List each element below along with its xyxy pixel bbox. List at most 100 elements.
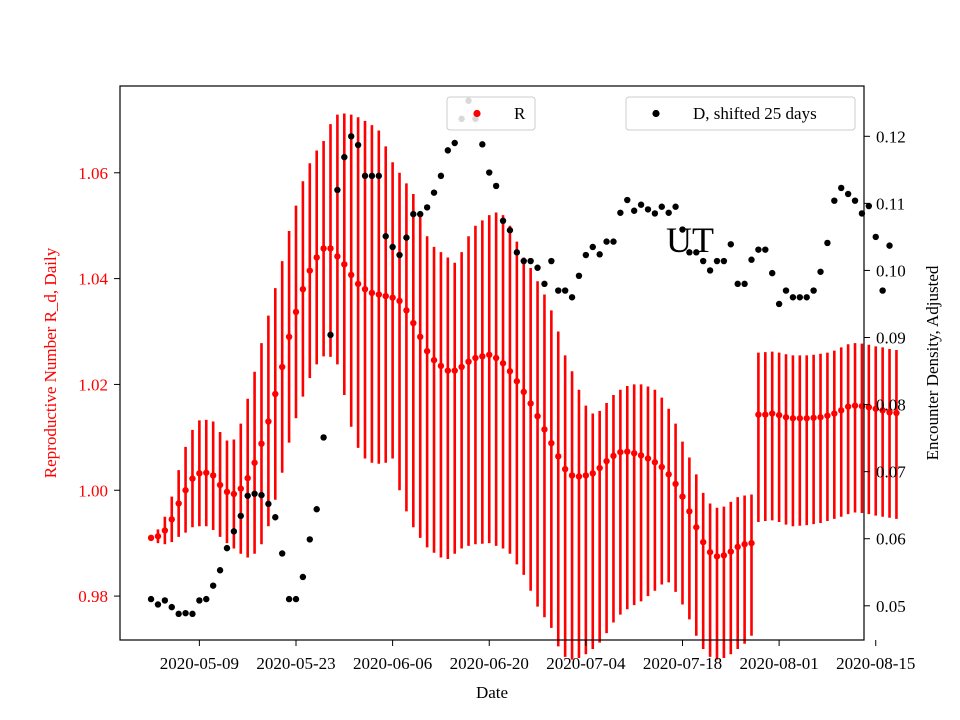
r-point xyxy=(824,412,831,419)
r-point xyxy=(838,407,845,414)
r-point xyxy=(672,480,679,488)
d-point xyxy=(354,141,362,149)
d-point xyxy=(292,595,300,603)
y-right-tick-label: 0.08 xyxy=(876,396,906,415)
d-series xyxy=(147,97,893,618)
d-point xyxy=(624,196,631,204)
r-point xyxy=(699,538,707,546)
r-point xyxy=(444,367,452,374)
r-point xyxy=(706,548,714,556)
r-point xyxy=(713,553,721,560)
d-point xyxy=(610,238,617,245)
x-tick-label: 2020-07-04 xyxy=(546,654,626,673)
r-point xyxy=(403,307,410,314)
d-point xyxy=(389,243,396,251)
legend-r-label: R xyxy=(514,104,526,123)
d-point xyxy=(285,595,293,603)
r-point xyxy=(244,474,251,482)
d-point xyxy=(258,491,265,499)
r-point xyxy=(734,543,741,551)
r-series xyxy=(147,245,900,560)
d-point xyxy=(748,256,755,263)
d-point xyxy=(534,264,541,271)
d-point xyxy=(209,582,217,589)
d-point xyxy=(603,238,610,245)
d-point xyxy=(265,500,272,508)
r-point xyxy=(486,351,493,358)
r-point xyxy=(755,411,762,418)
r-point xyxy=(175,500,182,507)
d-point xyxy=(368,172,376,180)
r-point xyxy=(686,508,693,515)
r-point xyxy=(741,541,748,548)
d-point xyxy=(693,249,700,256)
x-tick-label: 2020-08-01 xyxy=(739,654,818,673)
x-tick-label: 2020-06-06 xyxy=(353,654,432,673)
r-point xyxy=(306,267,313,274)
r-point xyxy=(844,403,852,410)
r-point xyxy=(251,459,258,466)
d-point xyxy=(175,610,182,618)
r-point xyxy=(865,403,873,411)
y-left-tick-label: 1.06 xyxy=(78,164,108,183)
d-point xyxy=(769,269,776,277)
y-right-tick-label: 0.11 xyxy=(876,194,905,213)
r-point xyxy=(479,353,486,360)
d-point xyxy=(147,595,155,603)
d-point xyxy=(838,184,845,192)
d-point xyxy=(831,197,838,204)
d-point xyxy=(755,246,762,253)
r-point xyxy=(872,405,879,412)
r-point xyxy=(272,390,279,398)
r-point xyxy=(410,319,417,327)
d-point xyxy=(396,251,403,259)
d-point xyxy=(299,573,307,581)
d-point xyxy=(230,528,238,535)
r-point xyxy=(209,472,217,479)
y-axis-right: 0.05 0.06 0.07 0.08 0.09 0.10 0.11 0.12 xyxy=(864,127,906,616)
r-point xyxy=(575,473,583,480)
r-point xyxy=(182,487,189,494)
r-point xyxy=(644,455,652,462)
r-point xyxy=(782,414,790,421)
r-point xyxy=(879,407,886,414)
r-point xyxy=(886,409,893,416)
d-point xyxy=(637,201,645,208)
r-point xyxy=(458,363,465,371)
y-right-tick-label: 0.06 xyxy=(876,530,906,549)
x-tick-label: 2020-06-20 xyxy=(450,654,529,673)
d-point xyxy=(492,182,500,190)
r-point xyxy=(320,245,327,252)
legend-d: D, shifted 25 days xyxy=(625,96,856,131)
r-point xyxy=(810,414,817,421)
r-point xyxy=(679,493,686,500)
r-point xyxy=(665,471,672,478)
d-point xyxy=(762,246,769,253)
r-point xyxy=(465,358,472,365)
r-point xyxy=(555,453,562,460)
d-point xyxy=(327,331,334,339)
d-point xyxy=(561,287,569,294)
x-axis-label: Date xyxy=(476,683,508,702)
x-axis: 2020-05-09 2020-05-23 2020-06-06 2020-06-20… xyxy=(160,640,915,673)
y-axis-left: 0.98 1.00 1.02 1.04 1.06 xyxy=(78,164,120,606)
d-point xyxy=(824,239,831,247)
d-point xyxy=(444,147,452,154)
r-point xyxy=(278,363,286,371)
r-point xyxy=(851,402,859,409)
r-point xyxy=(375,291,383,298)
r-point xyxy=(396,297,403,305)
d-point xyxy=(251,490,258,497)
y-axis-left-label: Reproductive Number R_d, Daily xyxy=(41,247,60,478)
r-point xyxy=(769,410,776,417)
r-point xyxy=(624,448,631,455)
r-point xyxy=(382,292,389,300)
r-point xyxy=(534,412,541,420)
d-point xyxy=(672,203,679,210)
d-point xyxy=(630,207,638,214)
r-point xyxy=(223,488,231,496)
d-point xyxy=(734,280,741,288)
r-point xyxy=(775,411,783,419)
r-point xyxy=(803,415,810,422)
d-point xyxy=(237,512,244,520)
